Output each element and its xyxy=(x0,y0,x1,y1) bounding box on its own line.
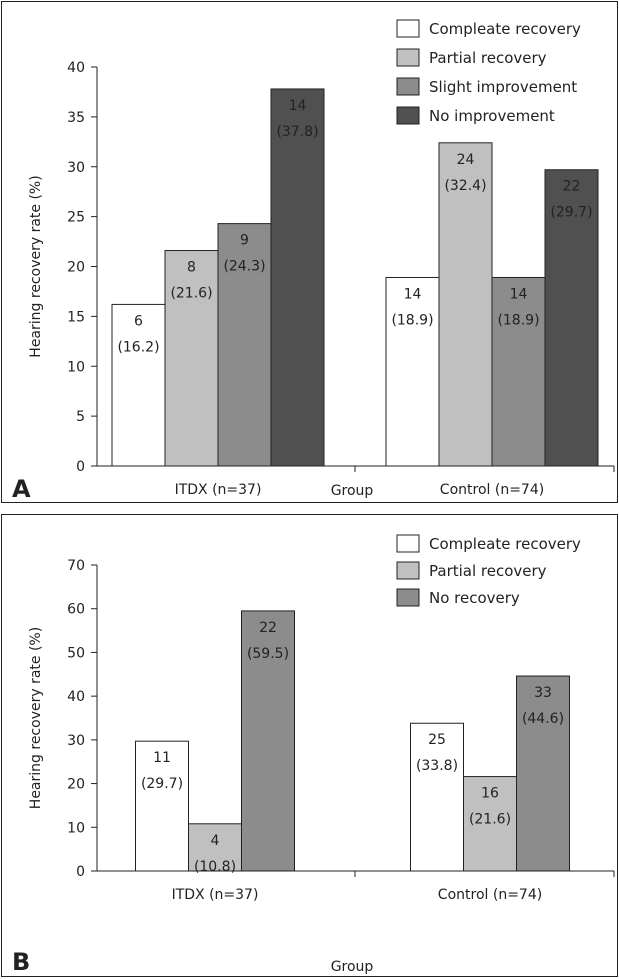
x-axis-title: Group xyxy=(331,483,374,499)
bar-percent-label: (21.6) xyxy=(170,286,212,302)
bar xyxy=(217,223,272,467)
bar-count-label: 11 xyxy=(153,750,171,766)
y-tick-label: 20 xyxy=(67,260,85,276)
y-tick-label: 70 xyxy=(67,558,85,574)
y-tick-label: 40 xyxy=(67,60,85,76)
bar-count-label: 24 xyxy=(457,152,475,168)
y-tick-label: 10 xyxy=(67,359,85,375)
bar-count-label: 9 xyxy=(240,233,249,249)
bar-percent-label: (32.4) xyxy=(444,178,486,194)
legend-label: Partial recovery xyxy=(429,49,547,67)
bar xyxy=(188,823,242,872)
bar-percent-label: (29.7) xyxy=(550,205,592,221)
bar-count-label: 33 xyxy=(534,685,552,701)
legend-swatch xyxy=(396,77,420,96)
panel-label: A xyxy=(12,475,31,502)
legend-swatch xyxy=(396,106,420,125)
bar-count-label: 14 xyxy=(510,286,528,302)
bar-percent-label: (37.8) xyxy=(276,124,318,140)
bar xyxy=(463,776,517,872)
chart-panel-a: 0 5 10 15 20 25 30 35 40 6 (16.2) 8 (21.6) 9 (24.3) 14 (… xyxy=(1,1,618,503)
y-tick-label: 0 xyxy=(76,864,85,880)
chart-b-svg: 0 10 20 30 40 50 60 70 11 (29.7) 4 (10.8) 22 (59.5) IT… xyxy=(12,534,615,976)
y-tick-label: 10 xyxy=(67,820,85,836)
bar xyxy=(516,675,570,872)
bar xyxy=(135,740,189,872)
bar-count-label: 6 xyxy=(134,313,143,329)
bar xyxy=(270,88,325,467)
y-tick-label: 5 xyxy=(76,409,85,425)
x-category-label: ITDX (n=37) xyxy=(172,887,259,903)
bar-percent-label: (18.9) xyxy=(497,312,539,328)
legend-label: No recovery xyxy=(429,589,520,607)
bar xyxy=(111,303,166,467)
bar-percent-label: (44.6) xyxy=(522,711,564,727)
bar-count-label: 16 xyxy=(481,786,499,802)
bar-percent-label: (18.9) xyxy=(391,312,433,328)
legend-swatch xyxy=(396,19,420,38)
legend-label: Partial recovery xyxy=(429,562,547,580)
x-axis-title: Group xyxy=(331,959,374,975)
bar-percent-label: (24.3) xyxy=(223,259,265,275)
bar-percent-label: (16.2) xyxy=(117,339,159,355)
bar xyxy=(164,250,219,467)
bar-percent-label: (33.8) xyxy=(416,758,458,774)
y-tick-label: 50 xyxy=(67,645,85,661)
legend-swatch xyxy=(396,561,420,580)
legend-swatch xyxy=(396,48,420,67)
bar-count-label: 4 xyxy=(211,833,220,849)
bar xyxy=(491,276,546,467)
bar-percent-label: (10.8) xyxy=(194,859,236,875)
bar xyxy=(241,610,295,872)
bar-count-label: 25 xyxy=(428,732,446,748)
legend-label: No improvement xyxy=(429,107,555,125)
bar-count-label: 14 xyxy=(289,98,307,114)
bar-count-label: 22 xyxy=(563,179,581,195)
y-tick-label: 60 xyxy=(67,602,85,618)
y-axis-title: Hearing recovery rate (%) xyxy=(28,175,44,357)
y-tick-label: 0 xyxy=(76,459,85,475)
x-category-label: Control (n=74) xyxy=(440,482,544,498)
bar-count-label: 22 xyxy=(259,620,277,636)
legend-label: Compleate recovery xyxy=(429,535,581,553)
bar xyxy=(438,142,493,467)
y-tick-label: 20 xyxy=(67,777,85,793)
bar-percent-label: (59.5) xyxy=(247,646,289,662)
bar xyxy=(544,169,599,467)
bar-count-label: 14 xyxy=(404,286,422,302)
bar xyxy=(385,276,440,467)
bar xyxy=(410,722,464,872)
legend-label: Compleate recovery xyxy=(429,20,581,38)
x-category-label: ITDX (n=37) xyxy=(175,482,262,498)
y-tick-label: 40 xyxy=(67,689,85,705)
panel-label: B xyxy=(12,948,30,976)
bar-count-label: 8 xyxy=(187,260,196,276)
y-tick-label: 30 xyxy=(67,160,85,176)
bar-percent-label: (29.7) xyxy=(141,776,183,792)
legend-label: Slight improvement xyxy=(429,78,577,96)
chart-panel-b: 0 10 20 30 40 50 60 70 11 (29.7) 4 (10.8) 22 (59.5) IT… xyxy=(1,514,618,977)
legend-swatch xyxy=(396,588,420,607)
x-category-label: Control (n=74) xyxy=(438,887,542,903)
legend-swatch xyxy=(396,534,420,553)
bar-percent-label: (21.6) xyxy=(469,812,511,828)
chart-a-svg: 0 5 10 15 20 25 30 35 40 6 (16.2) 8 (21.6) 9 (24.3) 14 (… xyxy=(12,19,615,502)
y-tick-label: 25 xyxy=(67,210,85,226)
y-tick-label: 15 xyxy=(67,309,85,325)
y-tick-label: 35 xyxy=(67,110,85,126)
y-axis-title: Hearing recovery rate (%) xyxy=(28,627,44,809)
y-tick-label: 30 xyxy=(67,733,85,749)
